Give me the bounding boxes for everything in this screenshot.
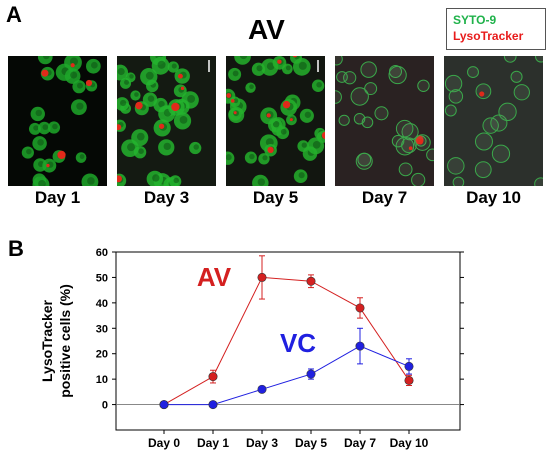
micrograph-label: Day 3 (143, 188, 190, 207)
x-tick-label: Day 3 (246, 436, 278, 450)
y-axis-label: LysoTracker (39, 299, 55, 382)
micrograph-day-5 (226, 56, 325, 186)
data-point-vc (159, 400, 169, 410)
data-point-vc (355, 341, 365, 351)
y-tick-label: 40 (96, 298, 108, 310)
micrograph-day-1 (8, 56, 107, 186)
data-point-vc (404, 361, 414, 371)
panel-b-letter: B (8, 236, 24, 261)
y-tick-label: 0 (102, 400, 108, 412)
x-tick-label: Day 5 (295, 436, 327, 450)
micrograph-day-10 (444, 56, 543, 186)
x-tick-label: Day 0 (148, 436, 180, 450)
legend-syto9: SYTO-9 (453, 13, 497, 27)
data-point-av (355, 303, 365, 313)
data-point-vc (257, 384, 267, 394)
legend-lysotracker: LysoTracker (453, 29, 524, 43)
series-label-vc: VC (280, 328, 316, 358)
data-point-av (306, 276, 316, 286)
micrograph-day-3 (117, 56, 216, 186)
y-tick-label: 20 (96, 349, 108, 361)
panel-a-letter: A (6, 2, 22, 27)
data-point-av (257, 272, 267, 282)
series-line-av (163, 276, 410, 406)
plot-frame (115, 251, 461, 431)
x-tick-label: Day 10 (390, 436, 429, 450)
y-tick-label: 60 (96, 247, 108, 259)
micrograph-label: Day 5 (252, 188, 299, 207)
series-label-av: AV (197, 262, 232, 292)
y-tick-label: 10 (96, 374, 108, 386)
micrograph-label: Day 7 (361, 188, 408, 207)
micrograph-label: Day 1 (34, 188, 81, 207)
micrograph-label: Day 10 (466, 188, 521, 207)
y-tick-label: 50 (96, 272, 108, 284)
lysotracker-line-chart: 0 10 20 30 40 50 60 Day 0 Day 1 Day 3 Day 5 Day 7 Da… (39, 247, 464, 450)
x-tick-label: Day 7 (344, 436, 376, 450)
series-line-vc (164, 345, 410, 406)
x-tick-label: Day 1 (197, 436, 229, 450)
y-tick-label: 30 (96, 323, 108, 335)
panel-a-title: AV (248, 14, 285, 45)
data-point-vc (306, 369, 316, 379)
data-point-av (208, 372, 218, 382)
data-point-av (404, 375, 414, 385)
data-point-vc (208, 400, 218, 410)
micrograph-day-7 (335, 56, 434, 186)
y-axis-label: positive cells (%) (57, 284, 73, 398)
stain-legend: SYTO-9 LysoTracker (446, 8, 546, 50)
